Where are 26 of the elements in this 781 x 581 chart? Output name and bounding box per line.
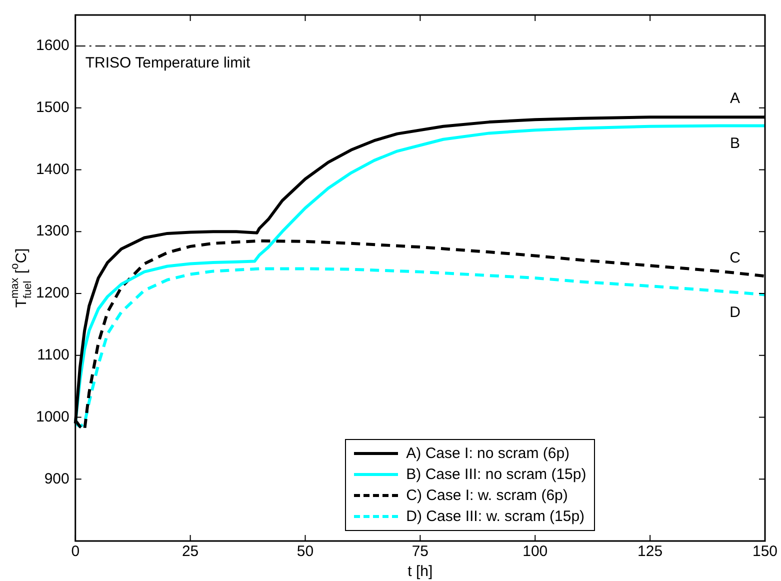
y-axis-title: Tmaxfuel [oC] [9, 248, 34, 308]
y-tick-label: 1400 [36, 160, 70, 178]
x-tick-label: 25 [182, 543, 199, 560]
y-tick-label: 1600 [36, 37, 70, 54]
annotation: B [730, 134, 740, 152]
y-tick-label: 1200 [36, 284, 70, 302]
y-tick-label: 900 [44, 470, 70, 488]
y-tick-label: 1500 [36, 98, 70, 116]
x-tick-label: 100 [522, 543, 548, 560]
y-tick-label: 1300 [36, 222, 70, 240]
x-axis-title: t [h] [408, 563, 433, 580]
legend-label: A) Case I: no scram (6p) [406, 445, 570, 462]
y-tick-label: 1000 [36, 408, 70, 426]
annotation: D [730, 304, 741, 321]
x-tick-label: 0 [71, 543, 80, 560]
x-tick-label: 150 [752, 543, 778, 560]
x-tick-label: 125 [638, 543, 663, 560]
legend-label: C) Case I: w. scram (6p) [406, 487, 568, 504]
y-tick-label: 1100 [37, 346, 70, 364]
ref-line-label: TRISO Temperature limit [85, 54, 251, 72]
x-tick-label: 50 [296, 543, 314, 560]
x-tick-label: 75 [412, 543, 429, 560]
legend-label: D) Case III: w. scram (15p) [406, 508, 585, 525]
legend-label: B) Case III: no scram (15p) [406, 466, 586, 483]
annotation: C [730, 249, 741, 266]
annotation: A [730, 90, 740, 108]
